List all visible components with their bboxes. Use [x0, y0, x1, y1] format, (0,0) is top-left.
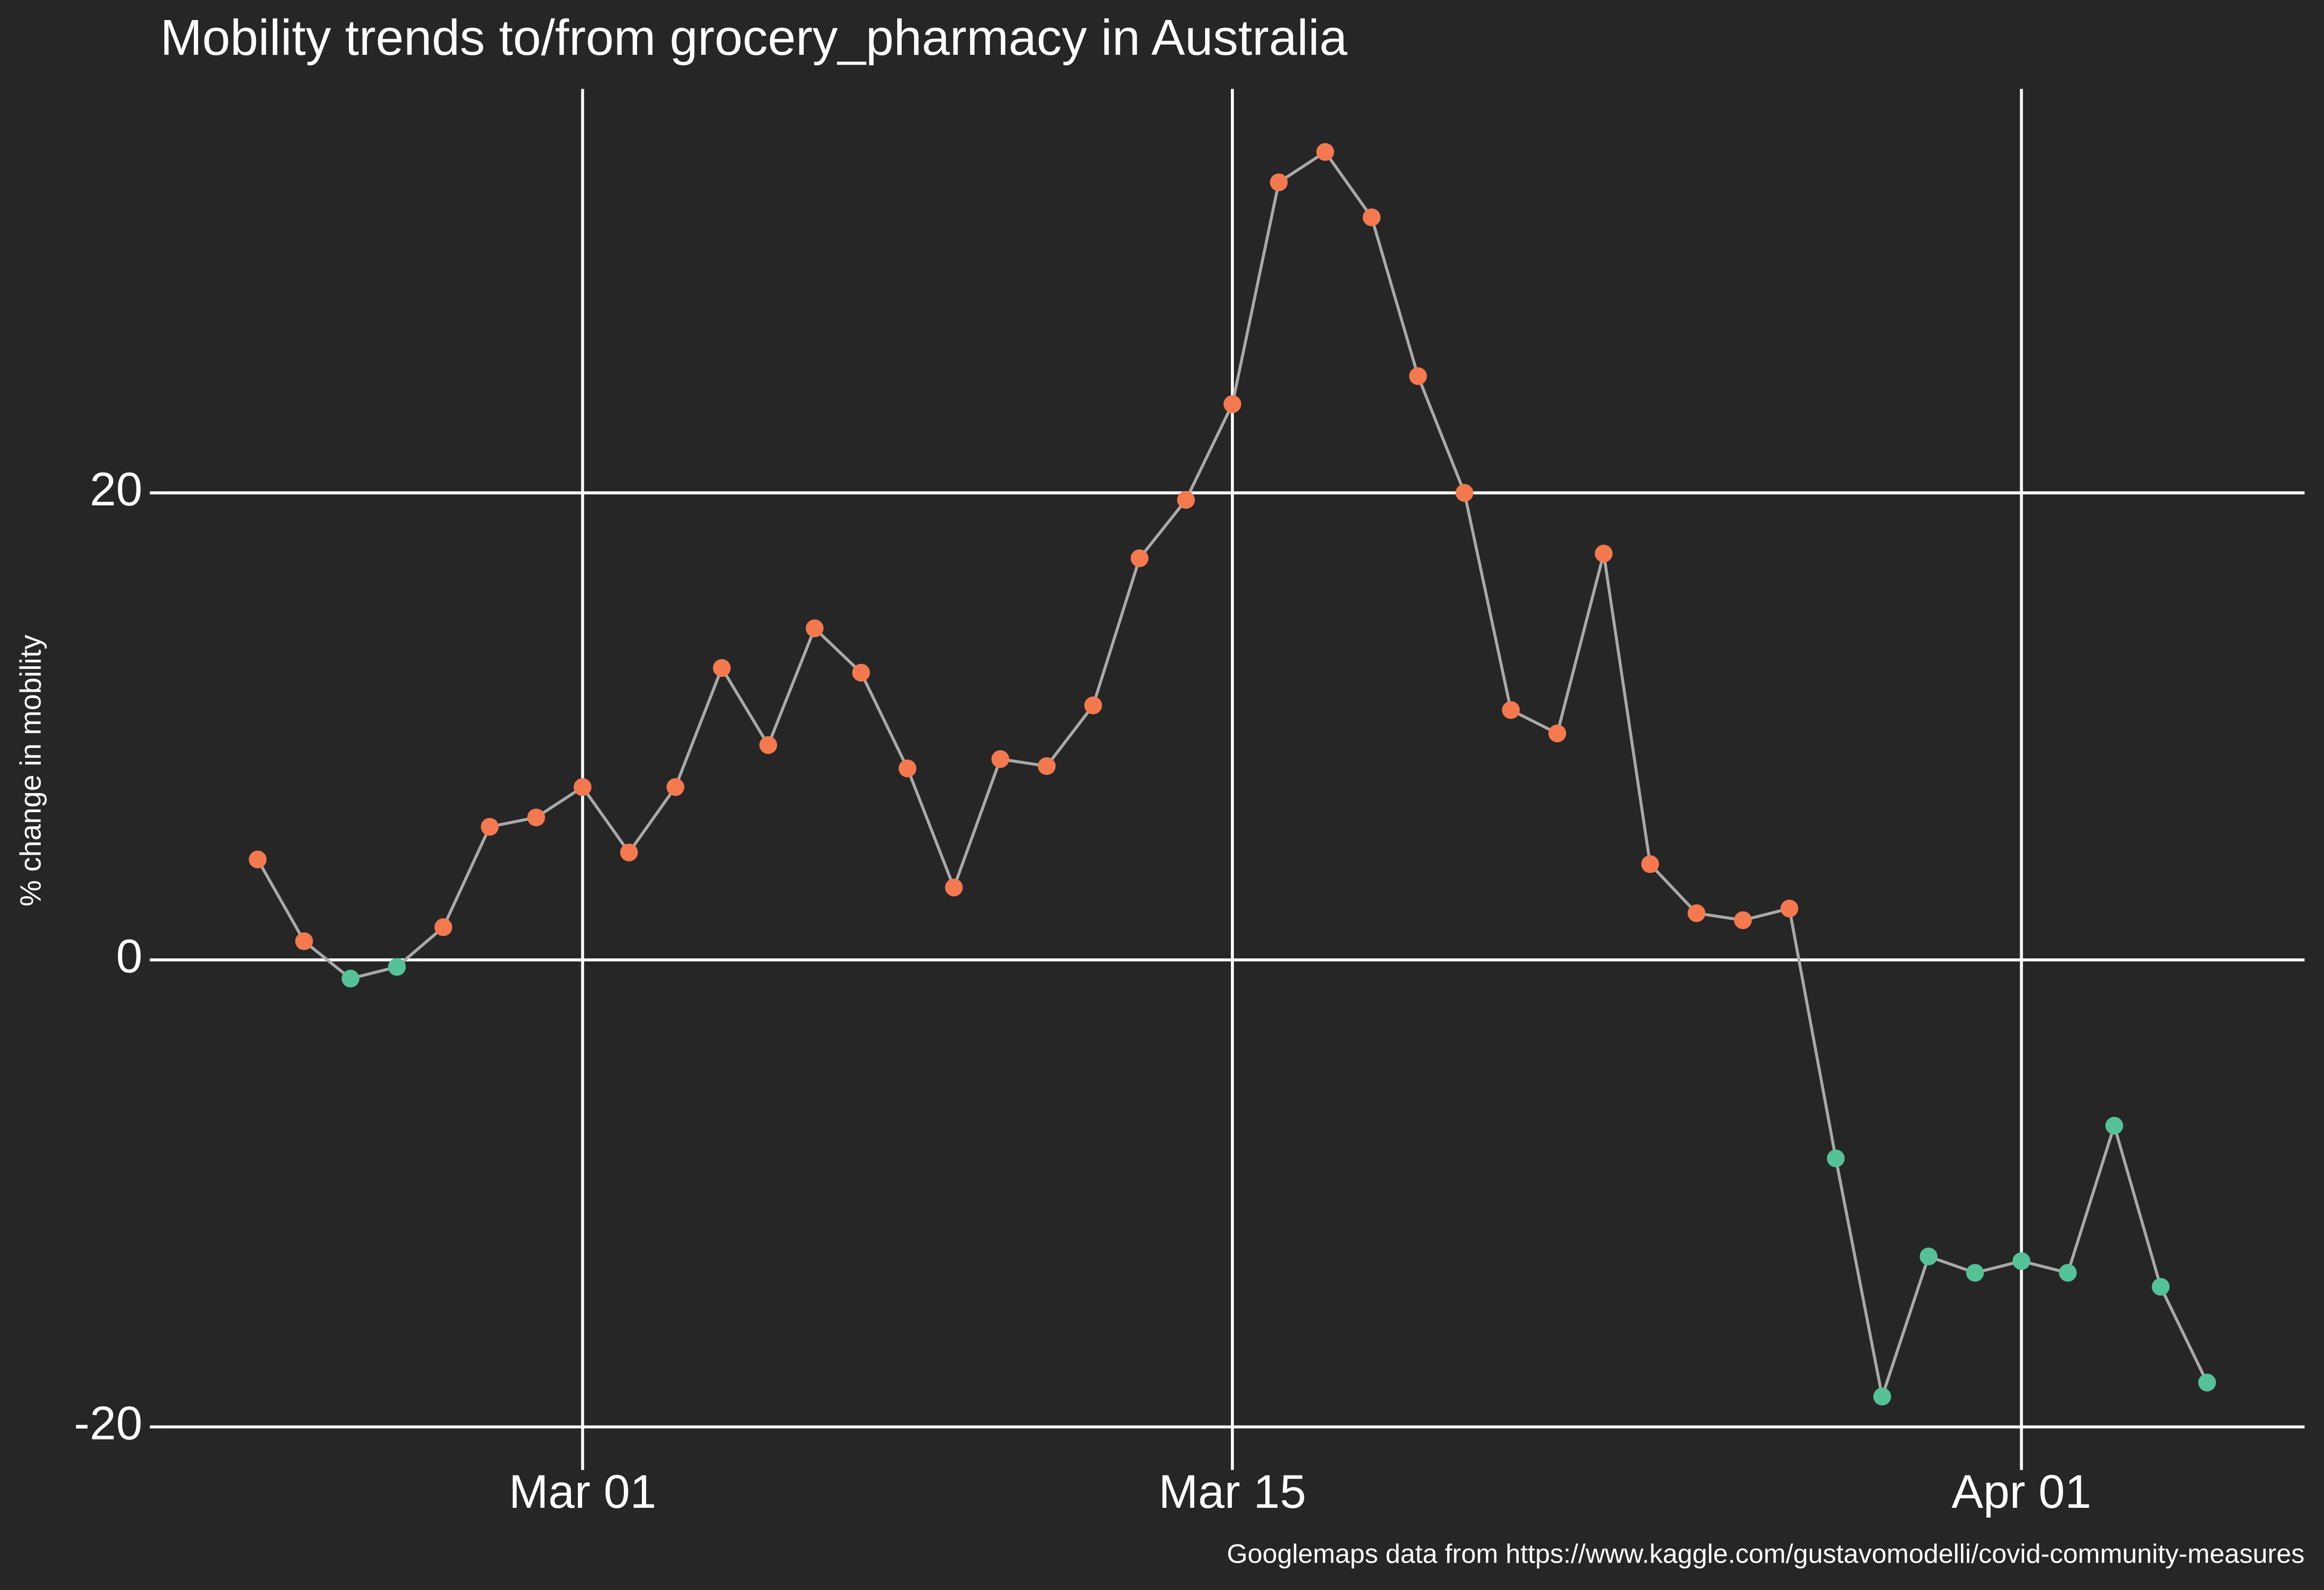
data-point — [620, 843, 638, 862]
data-point — [1409, 367, 1427, 385]
chart-title: Mobility trends to/from grocery_pharmacy… — [160, 9, 1347, 66]
data-point — [1966, 1264, 1984, 1282]
data-point — [1130, 549, 1149, 568]
data-point — [666, 778, 684, 796]
data-point — [295, 932, 313, 951]
data-point — [1919, 1248, 1938, 1266]
data-point — [1641, 855, 1659, 873]
data-point — [527, 808, 546, 827]
data-point — [759, 736, 777, 754]
y-tick-label: 20 — [90, 462, 142, 516]
x-tick-label: Mar 15 — [1159, 1465, 1306, 1518]
data-point — [2012, 1252, 2030, 1270]
data-point — [249, 850, 267, 868]
y-tick-label: -20 — [74, 1396, 142, 1450]
data-point — [805, 619, 824, 637]
data-point — [1084, 696, 1102, 714]
data-point — [1270, 173, 1288, 191]
data-point — [898, 759, 916, 777]
data-point — [434, 918, 453, 936]
data-point — [388, 958, 406, 976]
data-point — [1548, 724, 1567, 743]
data-point — [713, 659, 731, 677]
caption: Googlemaps data from https://www.kaggle.… — [1227, 1539, 2305, 1569]
data-point — [1177, 491, 1195, 509]
data-point — [1595, 545, 1613, 563]
data-point — [991, 750, 1009, 768]
data-point — [2059, 1264, 2077, 1282]
data-point — [2105, 1116, 2123, 1135]
data-point — [1687, 904, 1706, 922]
data-point — [1316, 143, 1334, 161]
data-point — [2198, 1373, 2216, 1392]
data-point — [1826, 1149, 1845, 1167]
x-tick-label: Mar 01 — [509, 1465, 657, 1518]
data-point — [573, 778, 592, 796]
data-point — [1873, 1387, 1891, 1406]
data-point — [342, 970, 360, 988]
data-point — [1780, 899, 1799, 918]
data-point — [852, 663, 870, 682]
data-point — [1502, 701, 1520, 719]
data-point — [1734, 911, 1752, 930]
data-point — [1456, 484, 1474, 502]
data-point — [1363, 208, 1381, 227]
data-point — [2152, 1278, 2170, 1296]
data-point — [480, 818, 499, 836]
x-tick-label: Apr 01 — [1952, 1465, 2092, 1518]
y-tick-label: 0 — [116, 930, 142, 983]
data-point — [1038, 757, 1056, 775]
data-point — [1223, 395, 1242, 413]
data-point — [945, 878, 963, 897]
y-axis-label: % change in mobility — [14, 635, 47, 907]
